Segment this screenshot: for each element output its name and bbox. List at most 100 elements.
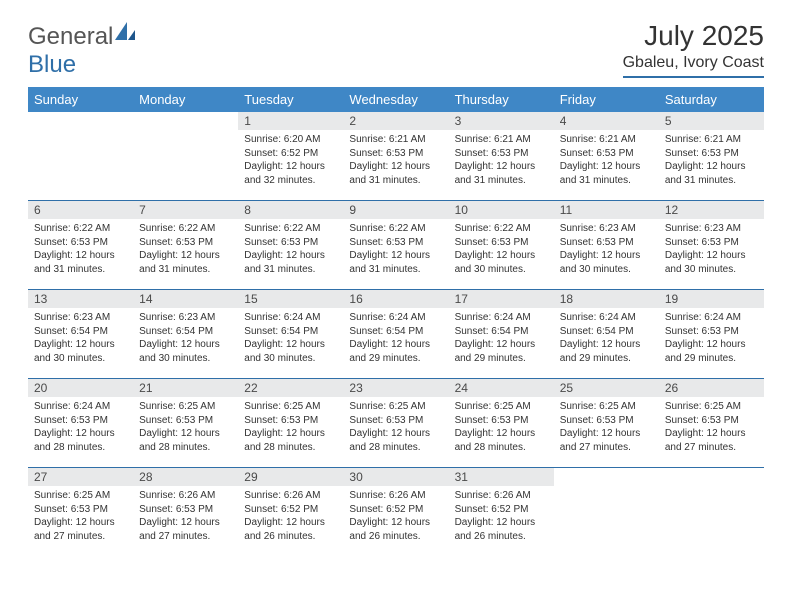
sunset-text: Sunset: 6:54 PM: [244, 325, 337, 339]
sunrise-text: Sunrise: 6:25 AM: [139, 400, 232, 414]
sunset-text: Sunset: 6:53 PM: [560, 147, 653, 161]
calendar-cell: 23Sunrise: 6:25 AMSunset: 6:53 PMDayligh…: [343, 379, 448, 468]
day-info: Sunrise: 6:24 AMSunset: 6:53 PMDaylight:…: [28, 397, 133, 460]
sunrise-text: Sunrise: 6:22 AM: [455, 222, 548, 236]
day-info: Sunrise: 6:24 AMSunset: 6:54 PMDaylight:…: [554, 308, 659, 371]
day-number: 17: [449, 290, 554, 308]
sunrise-text: Sunrise: 6:21 AM: [560, 133, 653, 147]
daylight-text: Daylight: 12 hours and 31 minutes.: [455, 160, 548, 187]
calendar-cell: 27Sunrise: 6:25 AMSunset: 6:53 PMDayligh…: [28, 468, 133, 557]
daylight-text: Daylight: 12 hours and 31 minutes.: [560, 160, 653, 187]
day-number: 11: [554, 201, 659, 219]
day-number: 6: [28, 201, 133, 219]
daylight-text: Daylight: 12 hours and 28 minutes.: [34, 427, 127, 454]
day-number: 5: [659, 112, 764, 130]
sunset-text: Sunset: 6:53 PM: [665, 414, 758, 428]
day-number: 19: [659, 290, 764, 308]
calendar-cell: 21Sunrise: 6:25 AMSunset: 6:53 PMDayligh…: [133, 379, 238, 468]
sunrise-text: Sunrise: 6:24 AM: [665, 311, 758, 325]
sunset-text: Sunset: 6:54 PM: [139, 325, 232, 339]
day-number: 10: [449, 201, 554, 219]
day-number: 18: [554, 290, 659, 308]
calendar-cell: 1Sunrise: 6:20 AMSunset: 6:52 PMDaylight…: [238, 112, 343, 201]
day-number: 8: [238, 201, 343, 219]
sunrise-text: Sunrise: 6:24 AM: [455, 311, 548, 325]
calendar-cell: [554, 468, 659, 557]
daylight-text: Daylight: 12 hours and 30 minutes.: [665, 249, 758, 276]
calendar-cell: 19Sunrise: 6:24 AMSunset: 6:53 PMDayligh…: [659, 290, 764, 379]
calendar-cell: 14Sunrise: 6:23 AMSunset: 6:54 PMDayligh…: [133, 290, 238, 379]
sunrise-text: Sunrise: 6:26 AM: [139, 489, 232, 503]
calendar-cell: 31Sunrise: 6:26 AMSunset: 6:52 PMDayligh…: [449, 468, 554, 557]
calendar-cell: 11Sunrise: 6:23 AMSunset: 6:53 PMDayligh…: [554, 201, 659, 290]
sunrise-text: Sunrise: 6:22 AM: [34, 222, 127, 236]
daylight-text: Daylight: 12 hours and 26 minutes.: [455, 516, 548, 543]
logo: General Blue: [28, 20, 137, 79]
day-number: 3: [449, 112, 554, 130]
sunset-text: Sunset: 6:52 PM: [455, 503, 548, 517]
day-info: Sunrise: 6:23 AMSunset: 6:54 PMDaylight:…: [28, 308, 133, 371]
day-info: Sunrise: 6:20 AMSunset: 6:52 PMDaylight:…: [238, 130, 343, 193]
day-info: Sunrise: 6:25 AMSunset: 6:53 PMDaylight:…: [28, 486, 133, 549]
sunset-text: Sunset: 6:53 PM: [349, 236, 442, 250]
day-info: Sunrise: 6:25 AMSunset: 6:53 PMDaylight:…: [554, 397, 659, 460]
calendar-cell: 17Sunrise: 6:24 AMSunset: 6:54 PMDayligh…: [449, 290, 554, 379]
daylight-text: Daylight: 12 hours and 30 minutes.: [244, 338, 337, 365]
day-number: 16: [343, 290, 448, 308]
calendar-cell: 4Sunrise: 6:21 AMSunset: 6:53 PMDaylight…: [554, 112, 659, 201]
sunrise-text: Sunrise: 6:25 AM: [665, 400, 758, 414]
daylight-text: Daylight: 12 hours and 30 minutes.: [560, 249, 653, 276]
day-number: 23: [343, 379, 448, 397]
daylight-text: Daylight: 12 hours and 31 minutes.: [665, 160, 758, 187]
sunrise-text: Sunrise: 6:22 AM: [349, 222, 442, 236]
sunrise-text: Sunrise: 6:25 AM: [244, 400, 337, 414]
daylight-text: Daylight: 12 hours and 28 minutes.: [244, 427, 337, 454]
day-info: Sunrise: 6:26 AMSunset: 6:52 PMDaylight:…: [449, 486, 554, 549]
daylight-text: Daylight: 12 hours and 27 minutes.: [560, 427, 653, 454]
daylight-text: Daylight: 12 hours and 27 minutes.: [34, 516, 127, 543]
daylight-text: Daylight: 12 hours and 31 minutes.: [34, 249, 127, 276]
day-number: 14: [133, 290, 238, 308]
calendar-cell: [28, 112, 133, 201]
day-info: Sunrise: 6:21 AMSunset: 6:53 PMDaylight:…: [659, 130, 764, 193]
day-number: 24: [449, 379, 554, 397]
calendar-head: Sunday Monday Tuesday Wednesday Thursday…: [28, 87, 764, 112]
daylight-text: Daylight: 12 hours and 30 minutes.: [139, 338, 232, 365]
day-info: Sunrise: 6:22 AMSunset: 6:53 PMDaylight:…: [133, 219, 238, 282]
sunset-text: Sunset: 6:53 PM: [139, 503, 232, 517]
month-title: July 2025: [623, 20, 764, 52]
calendar-cell: 28Sunrise: 6:26 AMSunset: 6:53 PMDayligh…: [133, 468, 238, 557]
day-number: 1: [238, 112, 343, 130]
sunrise-text: Sunrise: 6:23 AM: [560, 222, 653, 236]
day-number: 9: [343, 201, 448, 219]
daylight-text: Daylight: 12 hours and 29 minutes.: [455, 338, 548, 365]
sunset-text: Sunset: 6:53 PM: [665, 325, 758, 339]
calendar-cell: 15Sunrise: 6:24 AMSunset: 6:54 PMDayligh…: [238, 290, 343, 379]
sunrise-text: Sunrise: 6:20 AM: [244, 133, 337, 147]
day-number: 7: [133, 201, 238, 219]
day-number: 20: [28, 379, 133, 397]
daylight-text: Daylight: 12 hours and 28 minutes.: [349, 427, 442, 454]
day-header: Monday: [133, 87, 238, 112]
sunrise-text: Sunrise: 6:26 AM: [244, 489, 337, 503]
calendar-cell: 18Sunrise: 6:24 AMSunset: 6:54 PMDayligh…: [554, 290, 659, 379]
day-number: 13: [28, 290, 133, 308]
day-info: Sunrise: 6:25 AMSunset: 6:53 PMDaylight:…: [133, 397, 238, 460]
sunset-text: Sunset: 6:52 PM: [244, 147, 337, 161]
daylight-text: Daylight: 12 hours and 28 minutes.: [139, 427, 232, 454]
sunrise-text: Sunrise: 6:24 AM: [560, 311, 653, 325]
day-info: Sunrise: 6:26 AMSunset: 6:52 PMDaylight:…: [238, 486, 343, 549]
sunrise-text: Sunrise: 6:25 AM: [560, 400, 653, 414]
daylight-text: Daylight: 12 hours and 29 minutes.: [560, 338, 653, 365]
day-info: Sunrise: 6:23 AMSunset: 6:53 PMDaylight:…: [659, 219, 764, 282]
day-info: Sunrise: 6:23 AMSunset: 6:53 PMDaylight:…: [554, 219, 659, 282]
day-info: Sunrise: 6:23 AMSunset: 6:54 PMDaylight:…: [133, 308, 238, 371]
daylight-text: Daylight: 12 hours and 26 minutes.: [244, 516, 337, 543]
page-header: General Blue July 2025 Gbaleu, Ivory Coa…: [28, 20, 764, 79]
day-number: 31: [449, 468, 554, 486]
sunset-text: Sunset: 6:53 PM: [349, 147, 442, 161]
sunrise-text: Sunrise: 6:26 AM: [349, 489, 442, 503]
calendar-cell: 20Sunrise: 6:24 AMSunset: 6:53 PMDayligh…: [28, 379, 133, 468]
sunset-text: Sunset: 6:53 PM: [455, 414, 548, 428]
calendar-cell: 8Sunrise: 6:22 AMSunset: 6:53 PMDaylight…: [238, 201, 343, 290]
